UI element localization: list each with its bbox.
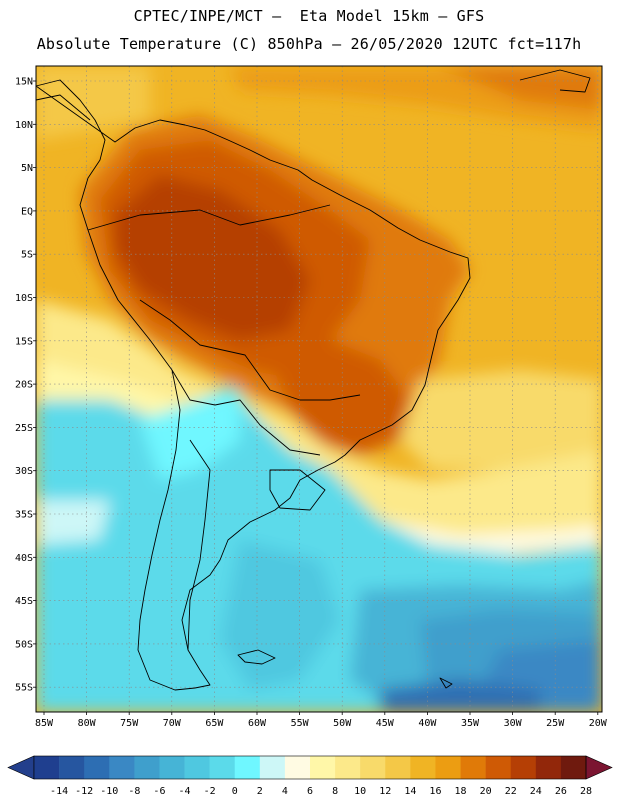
- lat-label: 15S: [15, 336, 33, 347]
- lat-label: 55S: [15, 683, 33, 694]
- colorbar-tick-label: 8: [332, 786, 338, 797]
- lat-label: 15N: [15, 77, 33, 88]
- colorbar-tick-label: 22: [505, 786, 517, 797]
- temperature-field: [36, 66, 602, 712]
- lat-label: 45S: [15, 596, 33, 607]
- lat-label: 25S: [15, 423, 33, 434]
- colorbar-high-arrow: [585, 755, 613, 780]
- colorbar-tick-label: 6: [307, 786, 313, 797]
- lat-label: 40S: [15, 553, 33, 564]
- colorbar-tick-label: 12: [379, 786, 391, 797]
- colorbar-swatch: [485, 756, 512, 779]
- colorbar-tick-label: -10: [100, 786, 118, 797]
- colorbar-swatch: [159, 756, 185, 779]
- lat-label: 10S: [15, 293, 33, 304]
- colorbar-tick-label: 4: [282, 786, 288, 797]
- colorbar-swatch: [284, 756, 311, 779]
- lon-label: 30W: [504, 718, 523, 729]
- colorbar-tick-label: 28: [580, 786, 592, 797]
- lon-label: 85W: [35, 718, 54, 729]
- colorbar-swatch: [209, 756, 236, 779]
- colorbar-tick-label: 10: [354, 786, 366, 797]
- colorbar-swatch: [510, 756, 537, 779]
- colorbar-swatch: [234, 756, 261, 779]
- lon-label: 50W: [333, 718, 352, 729]
- lat-label: 5N: [21, 163, 33, 174]
- colorbar-swatch: [84, 756, 110, 779]
- colorbar-tick-label: -4: [179, 786, 191, 797]
- colorbar-swatch: [59, 756, 85, 779]
- lon-label: 35W: [461, 718, 480, 729]
- colorbar-tick-label: -14: [50, 786, 68, 797]
- colorbar-frame: [33, 755, 587, 780]
- lon-label: 40W: [418, 718, 437, 729]
- colorbar-swatch: [435, 756, 461, 779]
- colorbar-swatch: [335, 756, 361, 779]
- lat-label: 30S: [15, 466, 33, 477]
- colorbar-swatch: [410, 756, 436, 779]
- lat-label: EQ: [21, 206, 33, 217]
- colorbar: [7, 755, 613, 780]
- lon-label: 65W: [205, 718, 224, 729]
- lon-label: 55W: [291, 718, 310, 729]
- colorbar-swatch: [385, 756, 411, 779]
- colorbar-tick-labels: -14 -12 -10 -8 -6 -4 -2 0 2 4 6 8 10 12 14 16 18 20 22 24 26…: [50, 786, 592, 797]
- lon-label: 25W: [546, 718, 565, 729]
- lon-label: 45W: [376, 718, 395, 729]
- colorbar-low-arrow: [7, 755, 35, 780]
- lon-label: 80W: [78, 718, 97, 729]
- colorbar-swatch: [460, 756, 486, 779]
- colorbar-tick-label: 20: [480, 786, 492, 797]
- colorbar-swatch: [184, 756, 210, 779]
- lat-label: 20S: [15, 380, 33, 391]
- colorbar-tick-label: 24: [530, 786, 542, 797]
- colorbar-tick-label: -8: [128, 786, 140, 797]
- colorbar-tick-label: 0: [232, 786, 238, 797]
- latitude-labels: 15N 10N 5N EQ 5S 10S 15S 20S 25S 30S 35S 40S 45S 50S 5…: [15, 77, 36, 694]
- colorbar-tick-label: -12: [75, 786, 93, 797]
- colorbar-swatch: [560, 756, 587, 779]
- colorbar-tick-label: 18: [455, 786, 467, 797]
- colorbar-tick-label: 14: [404, 786, 416, 797]
- colorbar-tick-label: 26: [555, 786, 567, 797]
- colorbar-tick-label: -2: [204, 786, 216, 797]
- colorbar-swatch: [259, 756, 286, 779]
- colorbar-swatch: [34, 756, 60, 779]
- colorbar-tick-label: 2: [257, 786, 263, 797]
- colorbar-tick-label: -6: [153, 786, 165, 797]
- colorbar-swatch: [310, 756, 336, 779]
- colorbar-tick-label: 16: [429, 786, 441, 797]
- lat-label: 10N: [15, 120, 33, 131]
- coastlines-and-borders: [35, 69, 591, 691]
- lat-label: 50S: [15, 639, 33, 650]
- lat-label: 35S: [15, 510, 33, 521]
- longitude-labels: 85W 80W 75W 70W 65W 60W 55W 50W 45W 40W 35W 30W 25W 2…: [35, 712, 608, 729]
- lon-label: 70W: [163, 718, 182, 729]
- colorbar-swatch: [535, 756, 562, 779]
- colorbar-swatch: [109, 756, 135, 779]
- lat-label: 5S: [21, 250, 33, 261]
- colorbar-swatch: [360, 756, 386, 779]
- title-line-2: Absolute Temperature (C) 850hPa – 26/05/…: [36, 35, 582, 53]
- lon-label: 60W: [248, 718, 267, 729]
- title-line-1: CPTEC/INPE/MCT – Eta Model 15km – GFS: [133, 7, 485, 25]
- lon-label: 20W: [589, 718, 608, 729]
- lon-label: 75W: [120, 718, 139, 729]
- plot-frame: [35, 65, 603, 713]
- colorbar-swatch: [134, 756, 160, 779]
